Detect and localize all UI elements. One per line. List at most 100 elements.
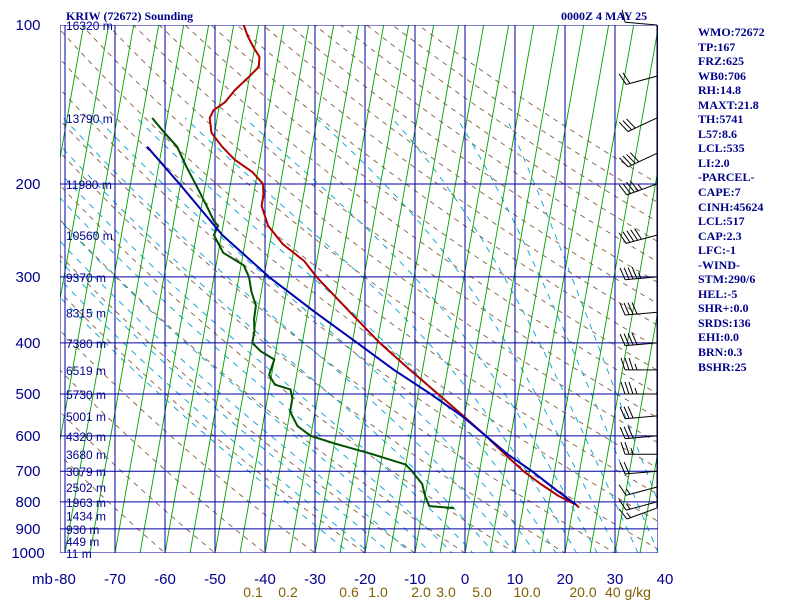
isotherm bbox=[639, 448, 658, 553]
dry-adiabat bbox=[60, 219, 466, 553]
height-label: 3680 m bbox=[66, 448, 106, 462]
isotherm bbox=[264, 25, 360, 553]
wind-barb-flag bbox=[626, 181, 635, 193]
wind-barb-flag bbox=[622, 120, 632, 131]
moist-adiabat bbox=[184, 117, 578, 553]
wind-barb bbox=[618, 152, 658, 168]
wind-barb-shaft bbox=[625, 342, 658, 347]
height-label: 10560 m bbox=[66, 229, 113, 243]
wind-barb bbox=[621, 9, 658, 26]
sounding-index: L57:8.6 bbox=[698, 126, 737, 141]
wind-barb-half-flag bbox=[638, 272, 642, 279]
wind-barb-shaft bbox=[625, 21, 658, 26]
isotherm bbox=[414, 25, 510, 553]
wind-barb-flag bbox=[627, 406, 634, 419]
wind-barb-flag bbox=[623, 426, 630, 439]
sounding-index: CAPE:7 bbox=[698, 185, 741, 200]
wind-barb-flag bbox=[618, 508, 628, 520]
isotherm bbox=[564, 26, 658, 553]
temperature-line bbox=[208, 25, 580, 509]
isotherm bbox=[339, 25, 435, 553]
moist-adiabat bbox=[315, 117, 619, 553]
wind-barb bbox=[620, 381, 657, 395]
height-label: 8315 m bbox=[66, 306, 106, 320]
isotherm bbox=[0, 25, 9, 564]
pressure-tick-label: 400 bbox=[15, 335, 40, 352]
sounding-index: WMO:72672 bbox=[698, 25, 765, 39]
wind-barb-flag bbox=[623, 333, 630, 346]
wind-barb-flag bbox=[631, 302, 638, 315]
sounding-index: SHR+:0.0 bbox=[698, 301, 749, 316]
wind-barb-flag bbox=[618, 157, 629, 168]
mixing-ratio-label: 0.6 bbox=[339, 584, 359, 600]
isotherm bbox=[464, 25, 560, 553]
dry-adiabat bbox=[60, 369, 266, 553]
isotherm bbox=[139, 25, 235, 553]
wind-barb-flag bbox=[622, 231, 631, 243]
chart-title: KRIW (72672) Sounding bbox=[66, 9, 194, 23]
temperature-tick-label: -50 bbox=[204, 571, 226, 588]
height-label: 6519 m bbox=[66, 364, 106, 378]
height-label: 449 m bbox=[66, 535, 99, 549]
temperature-tick-label: 20 bbox=[557, 571, 574, 588]
pressure-tick-label: 900 bbox=[15, 521, 40, 538]
height-label: 1434 m bbox=[66, 510, 106, 524]
wind-barb-flag bbox=[619, 333, 626, 346]
mixing-ratio-label: 0.2 bbox=[278, 584, 298, 600]
sounding-index: HEL:-5 bbox=[698, 286, 738, 301]
isotherm bbox=[164, 25, 260, 553]
parcel-line bbox=[146, 146, 577, 506]
sounding-index: -PARCEL- bbox=[698, 170, 755, 185]
wind-barb-flag bbox=[627, 267, 634, 280]
plot-frame bbox=[60, 25, 658, 553]
isotherm bbox=[539, 25, 635, 553]
wind-barb bbox=[618, 72, 658, 85]
wind-barb-half-flag bbox=[637, 184, 643, 190]
height-label: 13790 m bbox=[66, 112, 113, 126]
wind-barb-flag bbox=[620, 442, 626, 455]
wind-barb-flag bbox=[620, 381, 626, 395]
height-label: 930 m bbox=[66, 523, 99, 537]
dry-adiabat bbox=[60, 291, 366, 553]
wind-barb bbox=[618, 507, 658, 520]
wind-barb-flag bbox=[631, 266, 638, 279]
wind-barb-flag bbox=[618, 121, 629, 132]
dry-adiabat bbox=[60, 151, 566, 553]
wind-barb-flag bbox=[618, 484, 627, 496]
wind-barb bbox=[620, 442, 657, 455]
wind-barb-flag bbox=[626, 230, 635, 242]
height-label: 3079 m bbox=[66, 465, 106, 479]
isotherm bbox=[0, 25, 34, 564]
sounding-index: RH:14.8 bbox=[698, 83, 741, 98]
mixing-ratio-label: 3.0 bbox=[436, 584, 456, 600]
wind-barb-shaft bbox=[625, 501, 658, 511]
height-label: 16320 m bbox=[66, 19, 113, 33]
isotherm bbox=[614, 308, 658, 553]
height-label: 9370 m bbox=[66, 271, 106, 285]
wind-barb-flag bbox=[624, 442, 630, 455]
mixing-ratio-label: 1.0 bbox=[368, 584, 388, 600]
wind-barb-shaft bbox=[627, 117, 658, 132]
mixing-ratio-label: 5.0 bbox=[472, 584, 492, 600]
sounding-index: MAXT:21.8 bbox=[698, 97, 759, 112]
isotherm bbox=[389, 25, 485, 553]
sounding-index: BRN:0.3 bbox=[698, 345, 743, 360]
sounding-index: LI:2.0 bbox=[698, 155, 730, 170]
sounding-index: BSHR:25 bbox=[698, 359, 747, 374]
wind-barb-flag bbox=[619, 426, 626, 439]
pressure-tick-label: 500 bbox=[15, 386, 40, 403]
y-axis-unit-label: mb bbox=[32, 571, 53, 588]
sounding-indices-list: WMO:72672 TP:167 FRZ:625 WB0:706 RH:14.8 MAXT… bbox=[698, 25, 765, 374]
wind-barb-flag bbox=[629, 180, 639, 192]
isotherm bbox=[239, 25, 335, 553]
wind-barb bbox=[618, 499, 658, 511]
wind-barb bbox=[618, 228, 658, 244]
wind-barb-half-flag bbox=[634, 387, 638, 395]
sounding-index: EHI:0.0 bbox=[698, 330, 740, 345]
wind-barb-flag bbox=[628, 381, 634, 395]
dry-adiabat bbox=[60, 329, 316, 553]
dry-adiabat bbox=[107, 25, 658, 444]
wind-barb bbox=[619, 332, 658, 347]
moist-adiabat bbox=[244, 117, 598, 553]
temperature-tick-label: -70 bbox=[104, 571, 126, 588]
